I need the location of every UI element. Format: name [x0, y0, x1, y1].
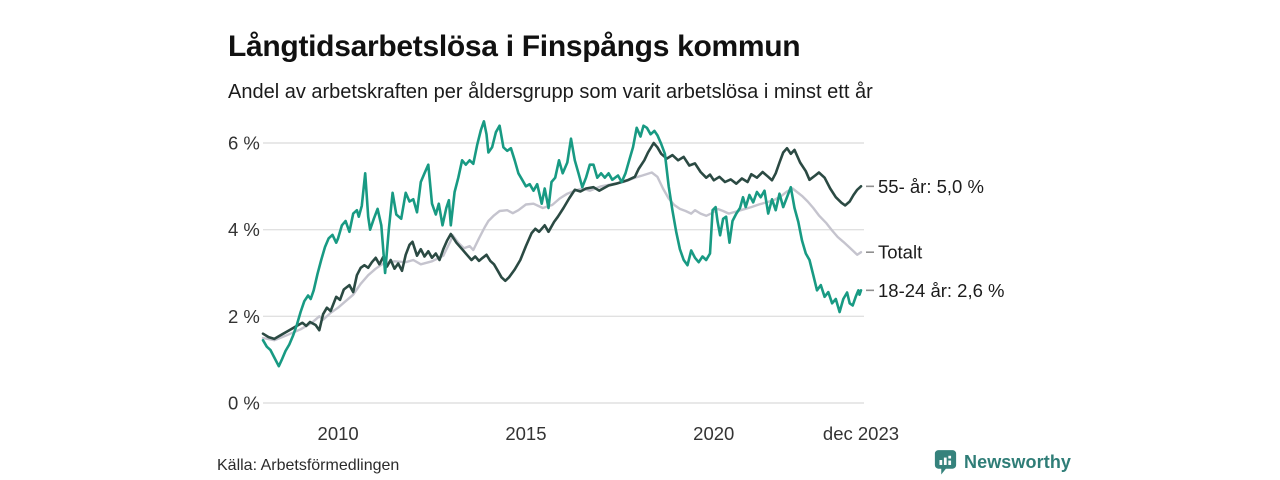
x-tick-label: 2020 — [693, 423, 734, 444]
series-end-label: 55- år: 5,0 % — [878, 176, 984, 197]
newsworthy-wordmark: Newsworthy — [964, 452, 1072, 472]
series-line-55-r — [261, 141, 863, 341]
y-tick-label: 0 % — [228, 393, 260, 414]
x-tick-label: 2010 — [318, 423, 359, 444]
series-end-label: Totalt — [878, 242, 922, 263]
chart-subtitle: Andel av arbetskraften per åldersgrupp s… — [228, 81, 873, 103]
source-note: Källa: Arbetsförmedlingen — [217, 457, 400, 474]
y-tick-label: 6 % — [228, 133, 260, 154]
newsworthy-bubble-chart-icon — [934, 450, 957, 475]
newsworthy-logo: Newsworthy — [934, 449, 1071, 476]
x-tick-label: 2015 — [505, 423, 546, 444]
series-line-18-24r — [261, 120, 863, 368]
x-tick-label: dec 2023 — [823, 423, 899, 444]
chart-title: Långtidsarbetslösa i Finspångs kommun — [228, 30, 801, 64]
y-tick-label: 4 % — [228, 219, 260, 240]
y-tick-label: 2 % — [228, 306, 260, 327]
series-line-Totalt — [261, 171, 863, 342]
series-end-label: 18-24 år: 2,6 % — [878, 280, 1005, 301]
